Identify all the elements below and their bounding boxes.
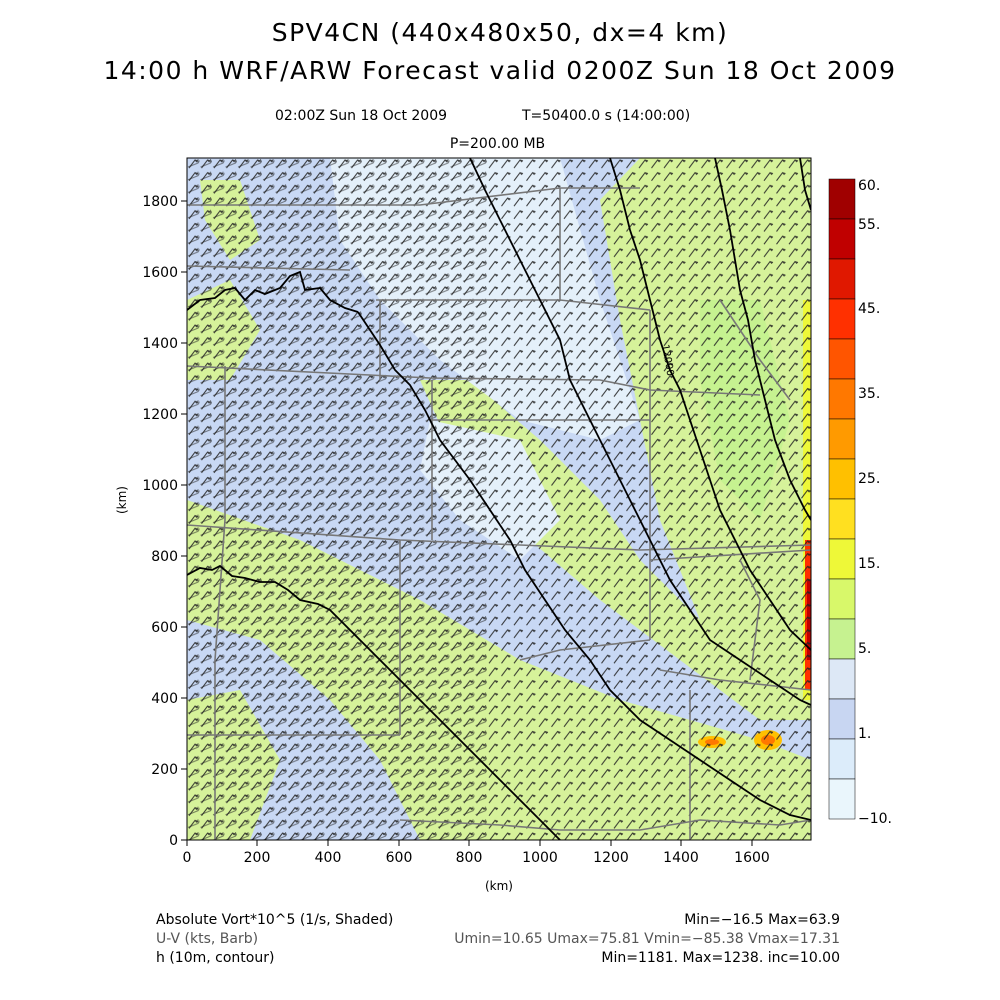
- height-contour-2: [357, 311, 811, 821]
- plot-area: 12000: [187, 158, 811, 840]
- x-tick-200: 200: [244, 850, 271, 866]
- colorbar-segment: [828, 258, 856, 300]
- contour-label: 12000: [659, 344, 675, 377]
- forecast-map: 12000 0 200 400 600 800 1000 1200 1400 1…: [115, 157, 892, 893]
- colorbar-segment: [828, 338, 856, 380]
- y-tick-800: 800: [151, 549, 178, 565]
- forecast-title: 14:00 h WRF/ARW Forecast valid 0200Z Sun…: [103, 56, 897, 85]
- colorbar-label-5: 5.: [858, 641, 871, 657]
- footer-wind-desc: U-V (kts, Barb): [156, 931, 259, 947]
- x-axis-labels: 0 200 400 600 800 1000 1200 1400 1600 (k…: [183, 850, 770, 893]
- colorbar-segment: [828, 218, 856, 260]
- colorbar-label-1: 1.: [858, 726, 871, 742]
- y-tick-200: 200: [151, 762, 178, 778]
- colorbar-segment: [828, 178, 856, 220]
- x-tick-1200: 1200: [593, 850, 629, 866]
- y-tick-1200: 1200: [142, 407, 178, 423]
- footer-wind-stats: Umin=10.65 Umax=75.81 Vmin=−85.38 Vmax=1…: [454, 931, 840, 947]
- colorbar-label-neg10: −10.: [858, 811, 892, 827]
- plot-frame: [186, 157, 812, 841]
- colorbar-segment: [828, 458, 856, 500]
- footer-height-stats: Min=1181. Max=1238. inc=10.00: [601, 950, 840, 966]
- colorbar-label-45: 45.: [858, 301, 880, 317]
- x-tick-1400: 1400: [663, 850, 699, 866]
- x-tick-800: 800: [456, 850, 483, 866]
- height-contour-3: [187, 564, 561, 840]
- height-contour-4: [469, 158, 811, 706]
- colorbar-segment: [828, 578, 856, 620]
- colorbar-label-35: 35.: [858, 386, 880, 402]
- y-tick-600: 600: [151, 620, 178, 636]
- y-tick-400: 400: [151, 691, 178, 707]
- height-contour-1: [187, 270, 359, 313]
- colorbar-segment: [828, 778, 856, 820]
- footer-vorticity-desc: Absolute Vort*10^5 (1/s, Shaded): [156, 912, 394, 928]
- colorbar-segment: [828, 498, 856, 540]
- height-contours: [187, 158, 811, 840]
- colorbar-label-55: 55.: [858, 217, 880, 233]
- y-tick-1000: 1000: [142, 478, 178, 494]
- time-stamp-label: T=50400.0 s (14:00:00): [522, 108, 691, 124]
- height-contour-6: [714, 158, 811, 521]
- footer-vorticity-stats: Min=−16.5 Max=63.9: [684, 912, 840, 928]
- colorbar-segment: [828, 738, 856, 780]
- colorbar-label-60: 60.: [858, 178, 880, 194]
- valid-time-label: 02:00Z Sun 18 Oct 2009: [275, 108, 448, 124]
- colorbar-segment: [828, 378, 856, 420]
- y-axis-title: (km): [115, 486, 129, 514]
- x-tick-600: 600: [386, 850, 413, 866]
- colorbar: [828, 178, 856, 820]
- colorbar-segment: [828, 298, 856, 340]
- height-contour-7: [799, 158, 811, 211]
- pressure-level-label: P=200.00 MB: [449, 136, 546, 152]
- colorbar-label-25: 25.: [858, 471, 880, 487]
- x-tick-400: 400: [315, 850, 342, 866]
- colorbar-segment: [828, 418, 856, 460]
- x-tick-0: 0: [183, 850, 192, 866]
- y-tick-1400: 1400: [142, 336, 178, 352]
- colorbar-segment: [828, 618, 856, 660]
- y-tick-0: 0: [169, 833, 178, 849]
- x-axis-title: (km): [485, 879, 513, 893]
- map-title: SPV4CN (440x480x50, dx=4 km): [271, 18, 729, 47]
- y-tick-1800: 1800: [142, 194, 178, 210]
- colorbar-segment: [828, 698, 856, 740]
- x-tick-1600: 1600: [734, 850, 770, 866]
- footer-height-desc: h (10m, contour): [156, 950, 275, 966]
- y-axis-labels: 0 200 400 600 800 1000 1200 1400 1600 18…: [142, 194, 178, 849]
- y-tick-1600: 1600: [142, 265, 178, 281]
- colorbar-segment: [828, 658, 856, 700]
- colorbar-label-15: 15.: [858, 556, 880, 572]
- height-contour-5: [609, 158, 811, 651]
- axis-ticks: [181, 200, 753, 846]
- x-tick-1000: 1000: [522, 850, 558, 866]
- colorbar-labels: 60. 55. 45. 35. 25. 15. 5. 1. −10.: [858, 178, 892, 827]
- colorbar-segment: [828, 538, 856, 580]
